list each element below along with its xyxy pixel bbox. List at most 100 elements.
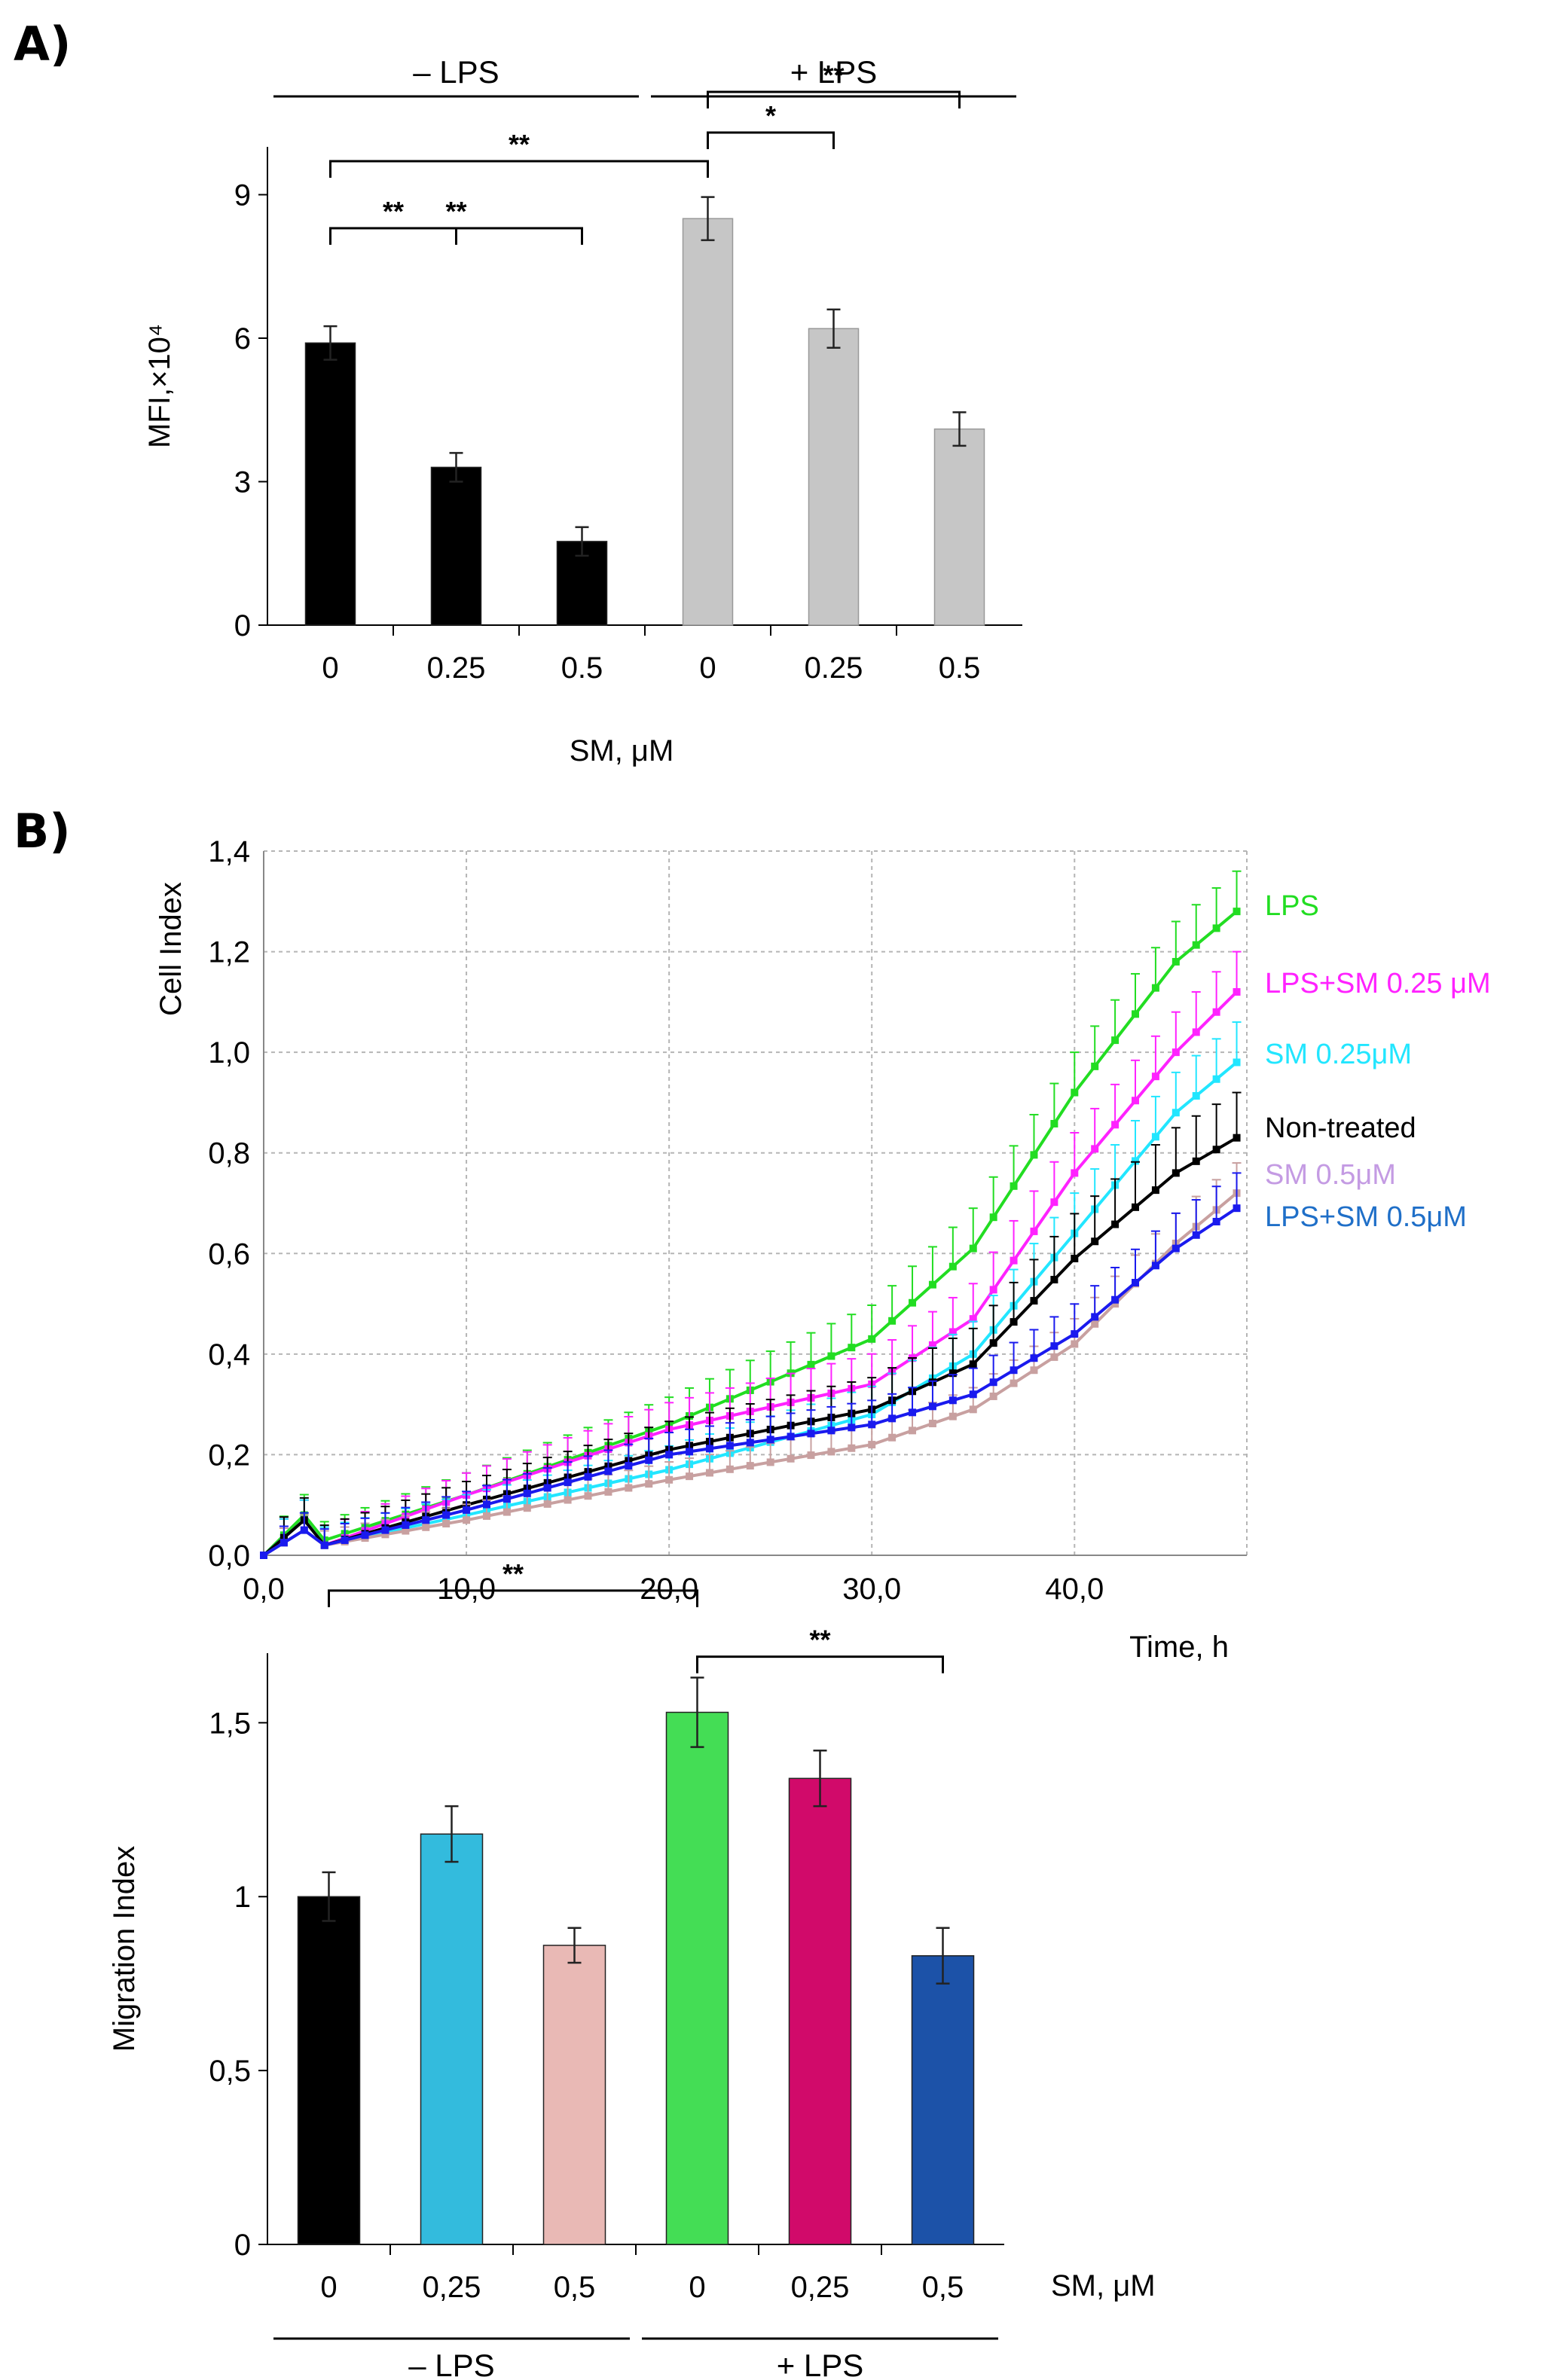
series-marker: [725, 1465, 734, 1473]
group-label: – LPS: [408, 2348, 494, 2380]
series-marker: [1132, 1279, 1140, 1287]
bar: [297, 1896, 361, 2245]
x-axis-title: SM, μM: [570, 734, 674, 767]
x-category-label: 0,5: [554, 2271, 596, 2304]
y-tick-label: 3: [234, 466, 251, 499]
series-marker: [381, 1530, 389, 1539]
y-tick-label: 1,5: [209, 1707, 251, 1740]
y-tick-label: 0,4: [208, 1338, 250, 1372]
series-marker: [928, 1402, 936, 1411]
series-marker: [746, 1462, 754, 1470]
significance-bracket: [328, 1589, 698, 1607]
series-marker: [1050, 1119, 1058, 1127]
series-marker: [868, 1441, 876, 1449]
series-marker: [604, 1488, 612, 1496]
series-marker: [564, 1496, 572, 1504]
series-marker: [665, 1451, 674, 1459]
series-marker: [604, 1467, 612, 1475]
series-label: SM 0.5μM: [1265, 1159, 1396, 1191]
x-tick-label: 30,0: [842, 1573, 901, 1606]
series-marker: [422, 1523, 430, 1531]
series-marker: [1010, 1366, 1018, 1375]
series-marker: [1111, 1121, 1120, 1129]
series-marker: [868, 1420, 876, 1429]
series-marker: [1233, 1134, 1241, 1142]
series-marker: [1071, 1340, 1079, 1348]
series-marker: [1111, 1220, 1120, 1228]
y-tick-label: 0: [234, 2229, 251, 2262]
series-marker: [1151, 1262, 1159, 1270]
bar: [542, 1945, 606, 2245]
series-marker: [969, 1360, 977, 1368]
cell-index-line-chart: 0,0 0,2 0,4 0,6 0,8 1,0 1,2 1,4 0,0 10,0 20,0 30,0 4…: [154, 835, 1491, 1664]
series-marker: [645, 1456, 653, 1464]
series-marker: [909, 1298, 917, 1307]
series-marker: [827, 1426, 835, 1435]
series-marker: [1192, 1092, 1200, 1100]
series-marker: [1111, 1300, 1120, 1308]
series-marker: [1030, 1297, 1038, 1305]
series-marker: [1212, 1146, 1220, 1154]
series-marker: [1030, 1354, 1038, 1362]
x-tick-label: 40,0: [1045, 1573, 1104, 1606]
series-marker: [1212, 924, 1220, 932]
series-marker: [280, 1539, 288, 1547]
bar: [430, 466, 482, 626]
series-marker: [746, 1439, 754, 1447]
series-marker: [1091, 1062, 1099, 1070]
series-marker: [463, 1506, 471, 1514]
series-marker: [928, 1280, 936, 1289]
series-marker: [807, 1430, 815, 1438]
series-marker: [1233, 1058, 1241, 1066]
bar: [933, 428, 985, 626]
significance-label: **: [445, 196, 466, 227]
series-marker: [645, 1480, 653, 1488]
series-marker: [502, 1508, 511, 1516]
y-tick-label: 1,2: [208, 936, 250, 969]
series-marker: [928, 1420, 936, 1428]
series-marker: [969, 1315, 977, 1323]
significance-bracket: [329, 227, 583, 245]
series-marker: [1091, 1320, 1099, 1328]
series-marker: [1111, 1036, 1120, 1045]
series-marker: [564, 1478, 572, 1487]
x-axis-title: Time, h: [1129, 1631, 1229, 1664]
series-marker: [1132, 1203, 1140, 1211]
significance-label: **: [502, 1558, 524, 1589]
y-axis-title: Migration Index: [108, 1846, 141, 2052]
series-marker: [1132, 1010, 1140, 1018]
series-marker: [1010, 1318, 1018, 1326]
series-marker: [341, 1536, 349, 1544]
series-marker: [989, 1213, 997, 1222]
series-marker: [807, 1451, 815, 1460]
series-marker: [523, 1489, 531, 1497]
series-marker: [543, 1484, 551, 1492]
series-marker: [948, 1369, 957, 1378]
series-marker: [705, 1469, 713, 1477]
series-marker: [1050, 1353, 1058, 1361]
series-marker: [1071, 1330, 1079, 1338]
series-marker: [1171, 1169, 1180, 1177]
y-tick-label: 9: [234, 179, 251, 212]
bar: [420, 1833, 484, 2245]
x-category-label: 0,25: [791, 2271, 850, 2304]
significance-label: **: [809, 1625, 830, 1655]
series-marker: [1212, 1217, 1220, 1225]
series-marker: [686, 1472, 694, 1481]
series-marker: [543, 1500, 551, 1508]
y-tick-label: 0,6: [208, 1237, 250, 1271]
series-marker: [989, 1339, 997, 1347]
series-marker: [725, 1442, 734, 1450]
series-marker: [523, 1504, 531, 1512]
y-tick-label: 0,2: [208, 1439, 250, 1472]
series-marker: [1151, 1186, 1159, 1195]
series-marker: [402, 1521, 410, 1529]
series-marker: [948, 1328, 957, 1336]
series-marker: [1091, 1313, 1099, 1321]
series-marker: [1111, 1295, 1120, 1304]
series-marker: [827, 1352, 835, 1360]
series-marker: [1071, 1254, 1079, 1262]
series-marker: [1010, 1379, 1018, 1387]
series-marker: [1171, 957, 1180, 966]
